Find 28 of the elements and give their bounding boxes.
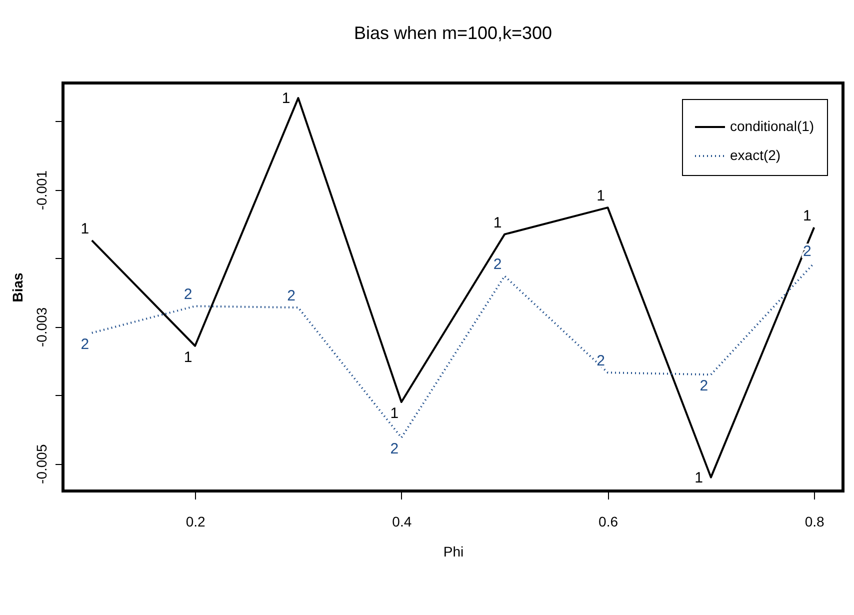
annotation: 2 xyxy=(596,352,605,370)
annotation: 1 xyxy=(390,405,399,422)
annotation: 1 xyxy=(694,469,703,486)
legend-label: exact(2) xyxy=(730,147,781,163)
y-tick-label: -0.003 xyxy=(34,307,50,348)
annotation: 1 xyxy=(802,207,812,224)
annotation: 2 xyxy=(390,440,399,458)
annotation: 1 xyxy=(80,220,90,238)
x-tick-label: 0.2 xyxy=(186,514,206,530)
y-tick-label: -0.005 xyxy=(34,444,50,484)
annotation: 1 xyxy=(596,188,605,205)
annotation: 2 xyxy=(700,378,708,395)
annotation: 2 xyxy=(802,243,812,260)
annotation: 1 xyxy=(184,348,192,366)
x-axis-title: Phi xyxy=(443,544,464,560)
y-axis-title: Bias xyxy=(10,272,26,302)
annotation: 2 xyxy=(184,286,192,304)
annotation: 1 xyxy=(493,214,502,232)
annotation: 2 xyxy=(80,336,90,353)
x-tick-label: 0.6 xyxy=(598,514,618,530)
annotation: 1 xyxy=(282,90,290,108)
legend-label: conditional(1) xyxy=(730,118,814,134)
x-tick-label: 0.8 xyxy=(804,514,825,530)
y-tick-label: -0.001 xyxy=(34,170,50,210)
annotation: 2 xyxy=(287,288,296,305)
annotation: 2 xyxy=(493,256,502,274)
chart-title: Bias when m=100,k=300 xyxy=(354,23,552,43)
x-tick-label: 0.4 xyxy=(392,514,412,530)
